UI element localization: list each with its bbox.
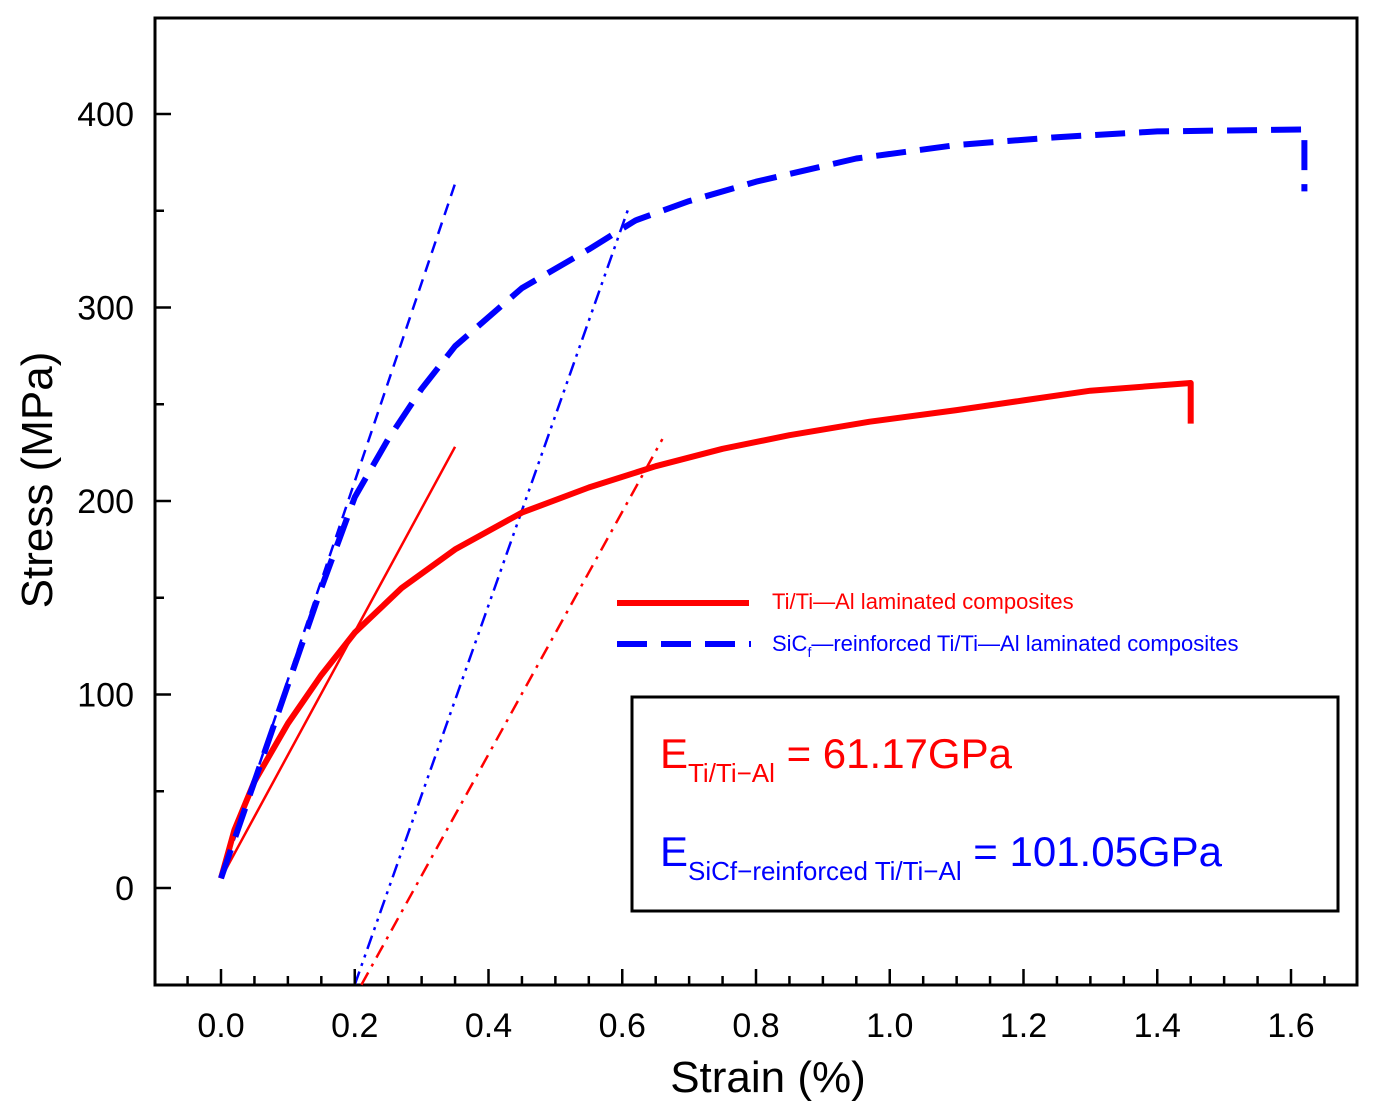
legend-label-sic-sub: f	[807, 644, 811, 660]
y-tick-label: 400	[77, 96, 134, 134]
series-sic-line	[218, 126, 1308, 880]
x-axis-title: Strain (%)	[670, 1053, 866, 1102]
x-tick-label: 0.8	[732, 1007, 779, 1045]
red-offset-line	[360, 438, 664, 986]
legend: Ti/Ti—Al laminated composites SiCf—reinf…	[617, 589, 1238, 660]
modulus-ti-sub: Ti/Ti−Al	[688, 758, 775, 788]
modulus-annotation-box: ETi/Ti−Al = 61.17GPa ESiCf−reinforced Ti…	[630, 695, 1340, 913]
red-elastic-fit	[219, 446, 457, 879]
modulus-sic-sub: SiCf−reinforced Ti/Ti−Al	[688, 856, 962, 886]
annotation-frame	[630, 695, 1340, 913]
modulus-ti: ETi/Ti−Al = 61.17GPa	[660, 730, 1013, 788]
x-tick-label: 1.6	[1267, 1007, 1314, 1045]
y-axis-ticks: 0 100 200 300 400	[77, 96, 171, 908]
modulus-sic-value: = 101.05GPa	[962, 828, 1223, 875]
legend-label-ti: Ti/Ti—Al laminated composites	[772, 589, 1074, 614]
modulus-sic-symbol: E	[660, 828, 688, 875]
x-tick-label: 0.2	[331, 1007, 378, 1045]
legend-label-sic: SiCf—reinforced Ti/Ti—Al laminated compo…	[772, 631, 1238, 660]
modulus-ti-value: = 61.17GPa	[775, 730, 1013, 777]
blue-offset-line	[353, 206, 631, 986]
y-tick-label: 300	[77, 290, 134, 328]
x-tick-label: 0.0	[197, 1007, 244, 1045]
y-tick-label: 100	[77, 677, 134, 715]
y-tick-label: 0	[115, 870, 134, 908]
modulus-sic: ESiCf−reinforced Ti/Ti−Al = 101.05GPa	[660, 828, 1223, 886]
blue-elastic-fit	[219, 183, 457, 879]
legend-label-sic-main: SiC	[772, 631, 808, 656]
x-tick-label: 1.2	[1000, 1007, 1047, 1045]
series-ti-line	[218, 380, 1194, 880]
x-tick-label: 1.4	[1134, 1007, 1181, 1045]
modulus-ti-symbol: E	[660, 730, 688, 777]
data-series	[218, 126, 1308, 880]
y-axis-title: Stress (MPa)	[13, 352, 62, 609]
x-tick-label: 0.4	[465, 1007, 512, 1045]
y-tick-label: 200	[77, 483, 134, 521]
x-axis-ticks: 0.0 0.2 0.4 0.6 0.8 1.0 1.2 1.4 1.6	[186, 969, 1326, 1045]
x-tick-label: 0.6	[599, 1007, 646, 1045]
legend-label-sic-rest: —reinforced Ti/Ti—Al laminated composite…	[811, 631, 1238, 656]
x-tick-label: 1.0	[866, 1007, 913, 1045]
fit-lines	[219, 183, 664, 986]
